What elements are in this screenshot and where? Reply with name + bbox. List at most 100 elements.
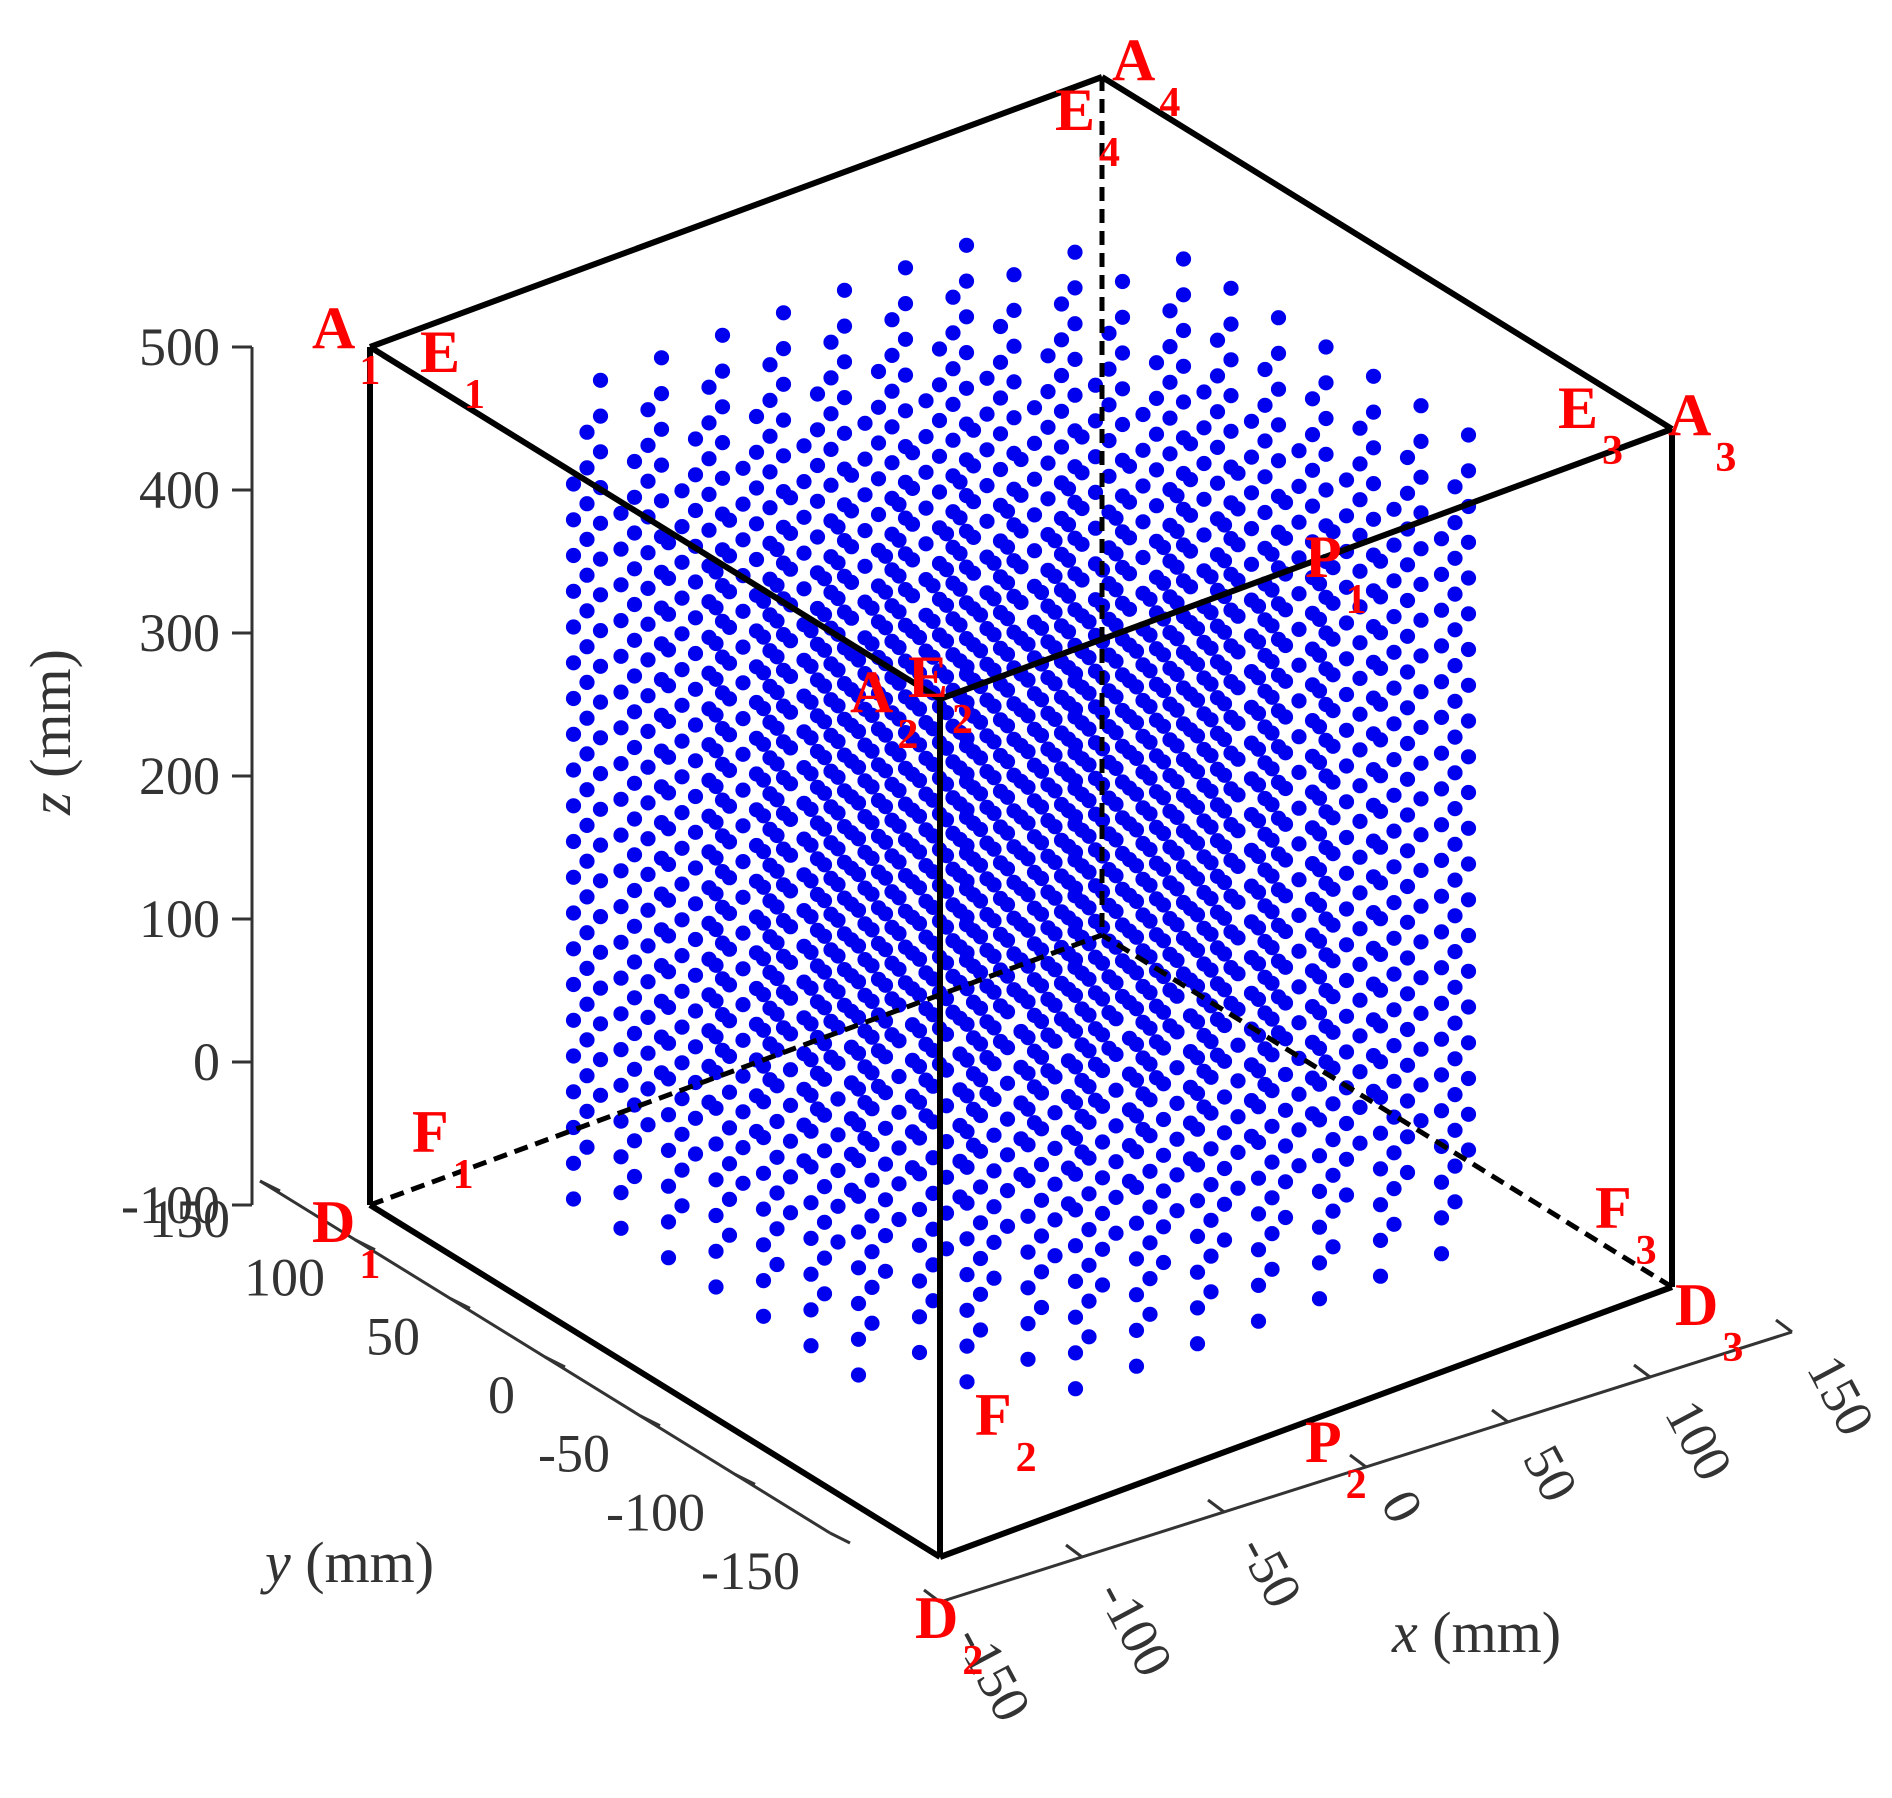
data-point xyxy=(1257,469,1273,485)
data-point xyxy=(1264,1190,1280,1206)
data-point xyxy=(701,451,717,467)
data-point xyxy=(782,561,799,577)
data-point xyxy=(1108,1118,1124,1134)
data-point xyxy=(775,448,792,464)
data-point xyxy=(1033,906,1050,922)
data-point xyxy=(972,1072,989,1088)
data-point xyxy=(1128,1287,1145,1303)
data-point xyxy=(708,1243,724,1259)
data-point xyxy=(972,821,989,838)
data-point xyxy=(755,593,772,609)
data-point xyxy=(1169,1203,1185,1219)
data-point xyxy=(803,801,819,818)
data-point xyxy=(674,1126,690,1142)
data-point xyxy=(721,762,738,779)
data-point xyxy=(1155,825,1172,842)
data-point xyxy=(775,305,792,321)
data-point xyxy=(1264,618,1280,634)
data-point xyxy=(1169,523,1185,540)
data-point xyxy=(1311,790,1328,806)
data-point xyxy=(823,441,839,457)
data-point xyxy=(1101,325,1117,341)
data-point xyxy=(972,643,989,659)
data-point xyxy=(1155,1219,1172,1235)
data-point xyxy=(769,1185,785,1201)
data-point xyxy=(1372,1054,1389,1070)
data-point xyxy=(1325,953,1341,969)
data-point xyxy=(1270,381,1287,397)
data-point xyxy=(1067,1166,1084,1182)
y-tick xyxy=(259,1179,281,1193)
data-point xyxy=(1189,1336,1206,1352)
data-point xyxy=(565,1119,582,1136)
data-point xyxy=(1216,517,1233,533)
data-point xyxy=(1175,322,1192,339)
data-point xyxy=(687,1039,704,1055)
x-tick-label: 100 xyxy=(1653,1390,1744,1490)
data-point xyxy=(891,604,907,620)
data-point xyxy=(626,525,643,541)
data-point xyxy=(877,977,894,993)
data-point xyxy=(1196,420,1212,436)
data-point xyxy=(1155,754,1172,770)
data-point xyxy=(1325,560,1341,576)
vertex-label-a2: A2 xyxy=(850,659,918,758)
data-point xyxy=(1318,375,1334,391)
data-point xyxy=(877,1049,894,1065)
data-point xyxy=(830,1055,846,1071)
data-point xyxy=(626,882,643,899)
data-point xyxy=(1270,453,1287,469)
data-point xyxy=(613,1042,629,1058)
data-point xyxy=(708,1279,724,1295)
data-point xyxy=(1447,693,1463,709)
data-point xyxy=(1338,901,1355,917)
x-tick-label: -50 xyxy=(1227,1525,1314,1617)
data-point xyxy=(1413,755,1429,771)
data-point xyxy=(1067,1381,1084,1397)
data-point xyxy=(938,669,955,685)
data-point xyxy=(721,619,738,636)
data-point xyxy=(1250,813,1267,829)
data-point xyxy=(1433,709,1450,726)
data-point xyxy=(1264,1226,1280,1242)
data-point xyxy=(911,1344,928,1361)
data-point xyxy=(1447,515,1463,531)
data-point xyxy=(1148,498,1165,514)
data-point xyxy=(1386,1073,1402,1089)
data-point xyxy=(1257,397,1273,413)
data-point xyxy=(1338,1151,1355,1167)
data-point xyxy=(1311,1112,1328,1128)
data-point xyxy=(843,539,860,555)
data-point xyxy=(1338,686,1355,703)
data-point xyxy=(782,1205,799,1221)
data-point xyxy=(1169,809,1185,826)
data-point xyxy=(992,390,1009,406)
data-point xyxy=(918,393,934,409)
y-tick-label: 100 xyxy=(244,1248,325,1308)
data-point xyxy=(735,782,751,798)
data-point xyxy=(1399,843,1416,859)
data-point xyxy=(1148,390,1165,406)
data-point xyxy=(721,798,738,814)
data-point xyxy=(1216,767,1233,783)
data-point xyxy=(674,876,690,892)
data-point xyxy=(1067,1023,1084,1039)
data-point xyxy=(565,690,582,707)
data-point xyxy=(1433,674,1450,690)
data-point xyxy=(1386,501,1402,517)
data-point xyxy=(1372,1018,1389,1034)
data-point xyxy=(959,1016,975,1032)
data-point xyxy=(1182,543,1199,559)
data-point xyxy=(1006,410,1022,426)
data-point xyxy=(986,555,1002,571)
data-point xyxy=(904,516,921,532)
data-point xyxy=(1033,763,1050,779)
data-point xyxy=(735,889,751,905)
data-point xyxy=(891,711,907,727)
data-point xyxy=(613,1113,629,1129)
data-point xyxy=(1128,679,1145,695)
data-point xyxy=(1081,828,1097,844)
data-point xyxy=(1250,1099,1267,1115)
data-point xyxy=(1325,667,1341,683)
data-point xyxy=(782,954,799,971)
